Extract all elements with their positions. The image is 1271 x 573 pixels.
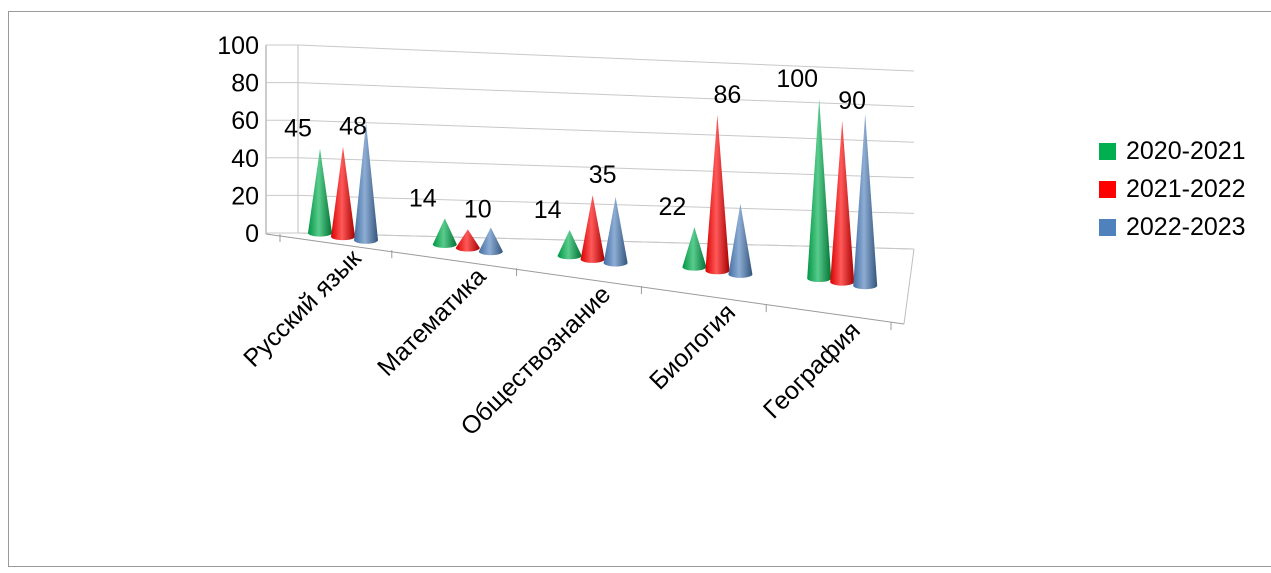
x-axis-line [265, 233, 905, 325]
gridline [297, 157, 915, 179]
cone-2022-2023-русский-язык [354, 122, 378, 244]
x-tick-label: Обществознание [455, 280, 616, 441]
cone-body [728, 203, 753, 278]
data-labels: 45 48 14 10 14 35 22 86 100 90 [284, 65, 866, 224]
x-tick-label: География [758, 316, 866, 424]
gridline [297, 119, 915, 143]
cone-2022-2023-биология [728, 203, 753, 278]
cone-2020-2021-математика [432, 218, 457, 248]
data-label: 48 [339, 113, 367, 141]
x-tick-label: Биология [644, 298, 741, 395]
cone-body [580, 195, 605, 263]
cone-2021-2022-математика [455, 229, 480, 252]
cone-body [830, 120, 855, 286]
cone-2022-2023-математика [478, 227, 503, 256]
cone-body [308, 148, 332, 237]
gridline [297, 82, 915, 108]
y-tick-label: 100 [217, 32, 259, 60]
cone-2022-2023-обществознание [603, 197, 628, 267]
cone-body [853, 113, 878, 290]
legend-item-2021-2022: 2021-2022 [1099, 175, 1246, 203]
cone-2020-2021-география [807, 98, 832, 283]
cone-2021-2022-русский-язык [331, 146, 355, 241]
cone-body [478, 227, 503, 256]
legend-label: 2022-2023 [1126, 213, 1246, 241]
legend-swatch [1099, 143, 1116, 160]
y-tick-label: 20 [231, 182, 259, 210]
cone-body [705, 114, 730, 275]
cone-2021-2022-обществознание [580, 195, 605, 263]
data-label: 22 [658, 193, 686, 221]
cone-body [557, 229, 582, 260]
cone-2022-2023-география [853, 113, 878, 290]
cone-body [432, 218, 457, 248]
cone-body [354, 122, 378, 244]
cone-body [807, 98, 832, 283]
y-axis-ticks: 0 20 40 60 80 100 [217, 32, 259, 248]
cone-body [682, 227, 707, 271]
data-label: 14 [534, 196, 562, 224]
legend-swatch [1099, 181, 1116, 198]
data-label: 35 [589, 161, 617, 189]
cone-2021-2022-биология [705, 114, 730, 275]
x-tick-label: Русский язык [238, 244, 367, 373]
cone-body [331, 146, 355, 241]
data-label: 10 [464, 195, 492, 223]
data-label: 86 [713, 81, 741, 109]
data-label: 90 [838, 87, 866, 115]
cone-2020-2021-русский-язык [308, 148, 332, 237]
x-tick-label: Математика [372, 262, 491, 381]
data-label: 45 [284, 115, 312, 143]
gridline [297, 194, 915, 214]
data-label: 14 [409, 184, 437, 212]
y-tick-label: 0 [245, 220, 259, 248]
cone-body [455, 229, 480, 252]
cone-chart: 0 20 40 60 80 100 45 48 14 10 14 35 22 86 100 90 Русск… [217, 32, 1246, 442]
gridline [297, 44, 915, 72]
y-tick-label: 60 [231, 107, 259, 135]
cone-2020-2021-обществознание [557, 229, 582, 260]
cone-body [603, 197, 628, 267]
y-tick-label: 40 [231, 145, 259, 173]
chart-frame: 0 20 40 60 80 100 45 48 14 10 14 35 22 86 100 90 Русск… [8, 11, 1271, 567]
legend-item-2020-2021: 2020-2021 [1099, 137, 1246, 165]
legend-label: 2020-2021 [1126, 137, 1246, 165]
y-tick-label: 80 [231, 70, 259, 98]
cone-2021-2022-география [830, 120, 855, 286]
cone-2020-2021-биология [682, 227, 707, 271]
legend-item-2022-2023: 2022-2023 [1099, 213, 1246, 241]
right-floor-edge [903, 248, 915, 325]
chart-marks [308, 98, 878, 290]
gridlines [266, 44, 915, 250]
legend-swatch [1099, 219, 1116, 236]
legend: 2020-2021 2021-2022 2022-2023 [1099, 137, 1246, 241]
data-label: 100 [776, 65, 818, 93]
legend-label: 2021-2022 [1126, 175, 1246, 203]
